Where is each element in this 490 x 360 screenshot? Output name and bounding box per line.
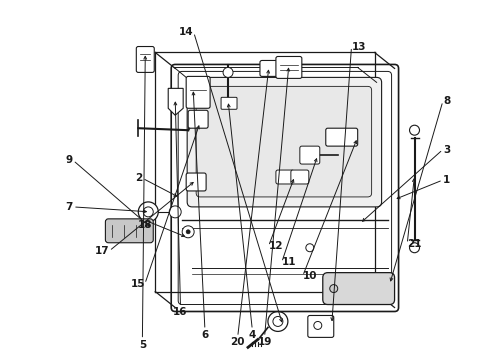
Text: 9: 9: [66, 155, 73, 165]
Circle shape: [223, 67, 233, 77]
Text: 6: 6: [201, 330, 209, 340]
Text: 20: 20: [230, 337, 245, 347]
Text: 14: 14: [179, 27, 194, 37]
Circle shape: [182, 226, 194, 238]
Text: 17: 17: [95, 246, 109, 256]
Text: 1: 1: [443, 175, 450, 185]
Text: 13: 13: [351, 42, 366, 51]
FancyBboxPatch shape: [300, 146, 320, 164]
FancyBboxPatch shape: [308, 315, 334, 337]
Circle shape: [186, 230, 190, 234]
Text: 7: 7: [66, 202, 73, 212]
Text: 11: 11: [282, 257, 296, 267]
FancyBboxPatch shape: [196, 86, 371, 197]
FancyBboxPatch shape: [291, 170, 309, 184]
Circle shape: [410, 125, 419, 135]
Circle shape: [143, 207, 153, 217]
FancyBboxPatch shape: [188, 110, 208, 128]
Text: 3: 3: [443, 144, 450, 154]
FancyBboxPatch shape: [171, 64, 398, 311]
Text: 5: 5: [139, 339, 146, 350]
FancyBboxPatch shape: [276, 170, 294, 184]
Text: 15: 15: [130, 279, 145, 289]
FancyBboxPatch shape: [187, 77, 382, 207]
FancyBboxPatch shape: [186, 173, 206, 191]
FancyBboxPatch shape: [260, 60, 278, 76]
Text: 21: 21: [407, 239, 422, 249]
Circle shape: [410, 243, 419, 253]
FancyBboxPatch shape: [136, 46, 154, 72]
FancyBboxPatch shape: [105, 219, 153, 243]
FancyBboxPatch shape: [178, 71, 392, 305]
FancyBboxPatch shape: [326, 128, 358, 146]
FancyBboxPatch shape: [323, 273, 394, 305]
Circle shape: [330, 285, 338, 293]
Circle shape: [314, 321, 322, 329]
Text: 8: 8: [443, 96, 450, 106]
Circle shape: [138, 202, 158, 222]
Circle shape: [169, 206, 181, 218]
Text: 18: 18: [138, 220, 152, 230]
Polygon shape: [168, 88, 183, 115]
Text: 12: 12: [269, 241, 283, 251]
FancyBboxPatch shape: [221, 97, 237, 109]
Text: 4: 4: [248, 330, 256, 340]
FancyBboxPatch shape: [186, 76, 210, 108]
Text: 10: 10: [303, 271, 317, 281]
Text: 2: 2: [135, 173, 143, 183]
FancyBboxPatch shape: [276, 57, 302, 78]
Text: 19: 19: [257, 337, 272, 347]
Text: 16: 16: [173, 307, 188, 317]
